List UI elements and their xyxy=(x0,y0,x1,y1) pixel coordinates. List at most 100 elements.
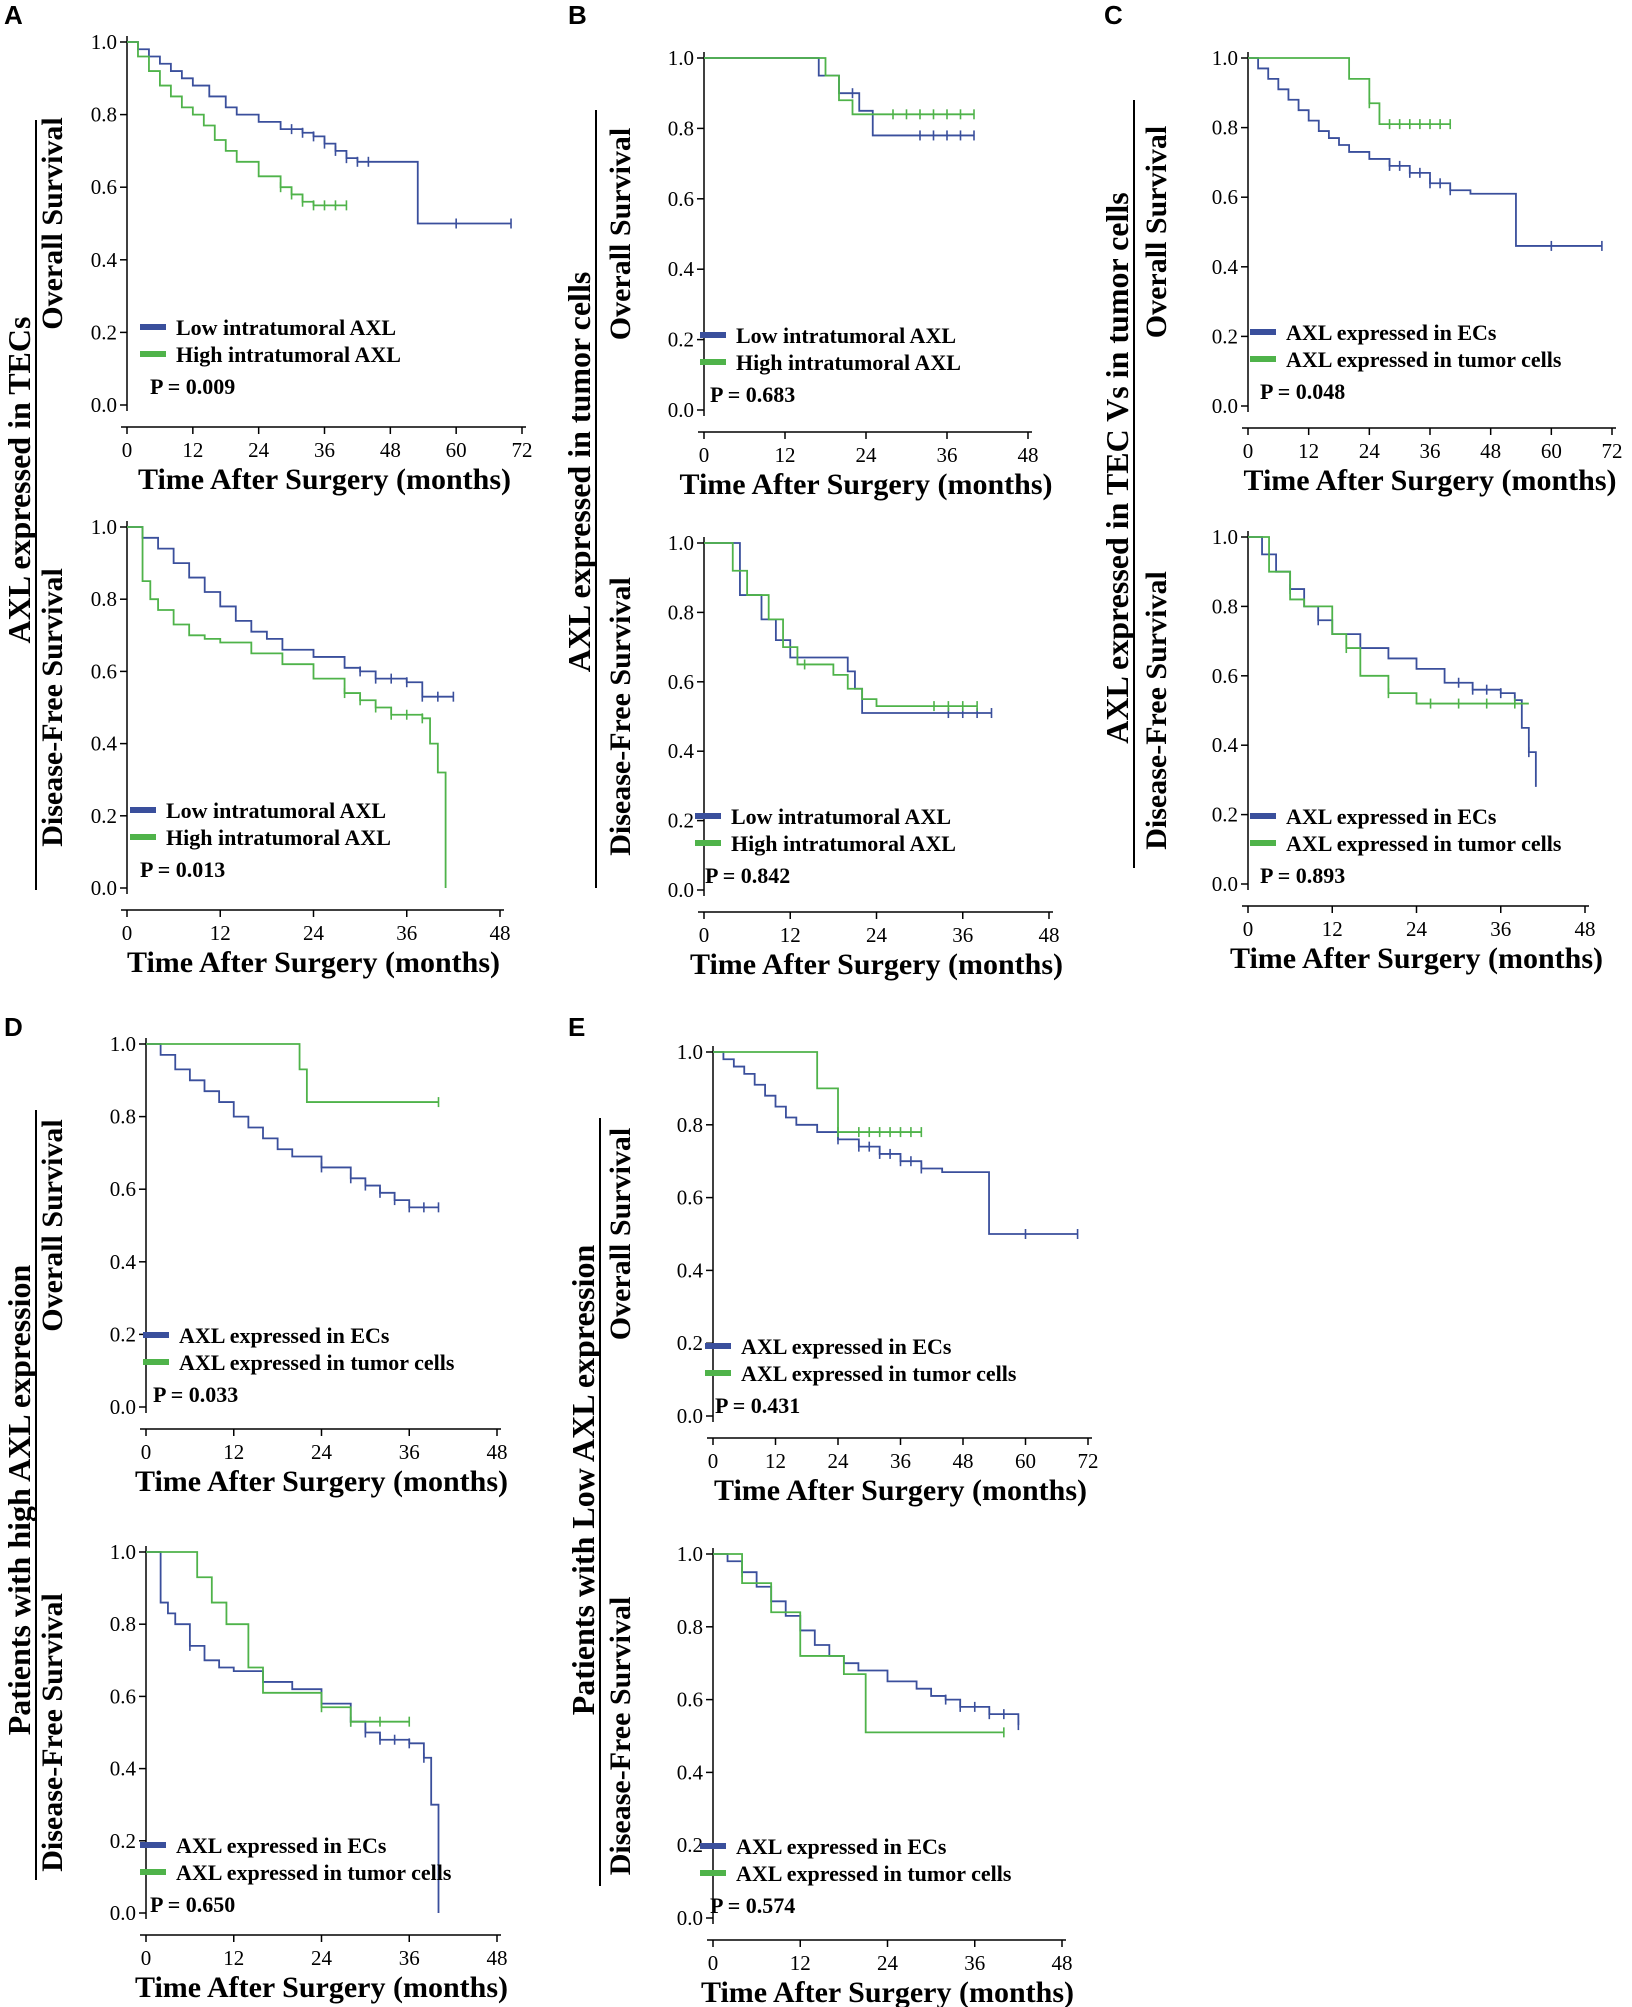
y-tick-label: 0.6 xyxy=(668,670,694,694)
x-axis-title: Time After Surgery (months) xyxy=(127,946,500,979)
y-tick-label: 0.8 xyxy=(110,1105,136,1129)
y-tick-label: 1.0 xyxy=(677,1542,703,1566)
legend-label: AXL expressed in ECs xyxy=(1286,320,1497,345)
legend-label: AXL expressed in tumor cells xyxy=(741,1361,1017,1386)
y-tick-label: 1.0 xyxy=(1212,46,1238,70)
y-tick-label: 0.4 xyxy=(668,257,695,281)
legend-label: AXL expressed in tumor cells xyxy=(736,1861,1012,1886)
y-tick-label: 0.4 xyxy=(1212,733,1239,757)
x-axis-title: Time After Surgery (months) xyxy=(1230,942,1603,975)
x-tick-label: 24 xyxy=(303,921,325,945)
y-tick-label: 0.6 xyxy=(110,1684,136,1708)
x-tick-label: 36 xyxy=(399,1440,420,1464)
legend-label: High intratumoral AXL xyxy=(176,342,401,367)
p-value: P = 0.650 xyxy=(150,1892,235,1917)
y-tick-label: 0.8 xyxy=(677,1615,703,1639)
x-tick-label: 48 xyxy=(1018,443,1039,467)
x-tick-label: 72 xyxy=(512,438,533,462)
legend-label: AXL expressed in ECs xyxy=(741,1334,952,1359)
x-tick-label: 24 xyxy=(828,1449,850,1473)
y-tick-label: 0.4 xyxy=(91,732,118,756)
panel-label-a: A xyxy=(4,0,23,30)
legend-label: AXL expressed in ECs xyxy=(179,1323,390,1348)
x-tick-label: 12 xyxy=(1322,917,1343,941)
x-tick-label: 0 xyxy=(1243,917,1254,941)
panel-label-d: D xyxy=(4,1012,23,1042)
y-tick-label: 1.0 xyxy=(668,531,694,555)
km-curve-green xyxy=(1248,57,1451,126)
legend-label: AXL expressed in tumor cells xyxy=(179,1350,455,1375)
y-tick-label: 1.0 xyxy=(668,46,694,70)
y-tick-label: 0.8 xyxy=(677,1113,703,1137)
legend-label: Low intratumoral AXL xyxy=(176,315,396,340)
y-tick-label: 1.0 xyxy=(677,1040,703,1064)
x-axis-title: Time After Surgery (months) xyxy=(701,1976,1074,2007)
x-tick-label: 72 xyxy=(1078,1449,1099,1473)
km-curve-green xyxy=(146,1551,410,1723)
x-tick-label: 12 xyxy=(790,1951,811,1975)
y-axis-title: Overall Survival xyxy=(1140,126,1173,339)
y-tick-label: 0.6 xyxy=(677,1688,703,1712)
x-tick-label: 24 xyxy=(877,1951,899,1975)
y-tick-label: 0.8 xyxy=(668,116,694,140)
x-tick-label: 24 xyxy=(311,1440,333,1464)
x-axis-title: Time After Surgery (months) xyxy=(1243,464,1616,497)
y-tick-label: 0.8 xyxy=(1212,594,1238,618)
x-tick-label: 24 xyxy=(248,438,270,462)
y-tick-label: 1.0 xyxy=(110,1032,136,1056)
y-tick-label: 0.2 xyxy=(1212,324,1238,348)
y-tick-label: 0.2 xyxy=(110,1829,136,1853)
legend-label: AXL expressed in tumor cells xyxy=(176,1860,452,1885)
x-tick-label: 48 xyxy=(1052,1951,1073,1975)
y-axis-title: Overall Survival xyxy=(36,117,69,330)
y-tick-label: 0.0 xyxy=(677,1906,703,1930)
y-axis-title: Disease-Free Survival xyxy=(604,1597,637,1876)
x-tick-label: 0 xyxy=(699,443,710,467)
group-label-e: Patients with Low AXL expression xyxy=(565,1245,601,1716)
legend-label: AXL expressed in ECs xyxy=(176,1833,387,1858)
y-tick-label: 0.0 xyxy=(110,1901,136,1925)
y-tick-label: 0.6 xyxy=(668,187,694,211)
x-axis-title: Time After Surgery (months) xyxy=(138,463,511,496)
p-value: P = 0.431 xyxy=(715,1393,800,1418)
y-axis-title: Overall Survival xyxy=(604,1128,637,1341)
p-value: P = 0.842 xyxy=(705,863,790,888)
x-tick-label: 12 xyxy=(223,1440,244,1464)
y-axis-title: Overall Survival xyxy=(604,128,637,341)
y-tick-label: 0.0 xyxy=(91,876,117,900)
y-axis-title: Overall Survival xyxy=(36,1119,69,1332)
legend-label: AXL expressed in tumor cells xyxy=(1286,831,1562,856)
x-tick-label: 48 xyxy=(490,921,511,945)
panel-label-b: B xyxy=(568,0,587,30)
x-tick-label: 36 xyxy=(1490,917,1511,941)
y-axis-title: Disease-Free Survival xyxy=(604,577,637,856)
km-curve-blue xyxy=(146,1551,440,1913)
y-tick-label: 0.6 xyxy=(1212,185,1238,209)
y-tick-label: 0.2 xyxy=(91,804,117,828)
y-tick-label: 0.8 xyxy=(91,103,117,127)
y-tick-label: 0.4 xyxy=(110,1250,137,1274)
y-tick-label: 1.0 xyxy=(1212,525,1238,549)
x-tick-label: 60 xyxy=(1541,439,1562,463)
legend-label: High intratumoral AXL xyxy=(166,825,391,850)
km-curve-blue xyxy=(1248,536,1537,787)
legend-label: Low intratumoral AXL xyxy=(731,804,951,829)
y-tick-label: 0.4 xyxy=(677,1760,704,1784)
y-tick-label: 1.0 xyxy=(91,30,117,54)
km-curve-green xyxy=(704,57,974,116)
x-tick-label: 0 xyxy=(1243,439,1254,463)
y-tick-label: 0.4 xyxy=(1212,255,1239,279)
y-tick-label: 0.2 xyxy=(668,809,694,833)
x-tick-label: 12 xyxy=(182,438,203,462)
x-tick-label: 48 xyxy=(380,438,401,462)
y-tick-label: 1.0 xyxy=(91,515,117,539)
x-tick-label: 0 xyxy=(699,923,710,947)
group-label-c: AXL expressed in TEC Vs in tumor cells xyxy=(1099,192,1135,743)
x-tick-label: 36 xyxy=(314,438,335,462)
x-tick-label: 12 xyxy=(1298,439,1319,463)
